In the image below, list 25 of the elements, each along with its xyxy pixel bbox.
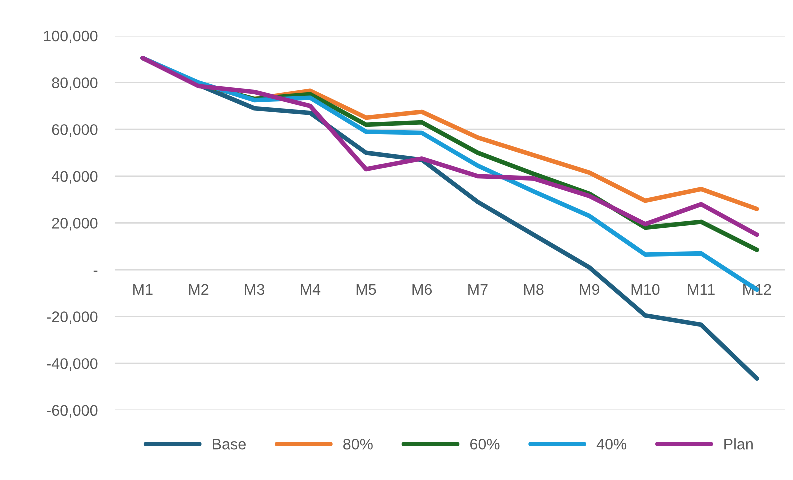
legend-label: 40% bbox=[596, 438, 627, 450]
x-tick-label: M6 bbox=[412, 284, 432, 296]
x-tick-label: M9 bbox=[580, 284, 600, 296]
y-tick-label: -20,000 bbox=[47, 312, 98, 324]
x-tick-label: M10 bbox=[632, 284, 660, 296]
x-tick-label: M7 bbox=[468, 284, 488, 295]
x-tick-label: M3 bbox=[245, 284, 265, 296]
x-tick-label: M1 bbox=[134, 284, 153, 295]
y-tick-label: -40,000 bbox=[47, 358, 98, 372]
x-tick-label: M8 bbox=[524, 284, 544, 296]
x-tick-label: M4 bbox=[301, 284, 321, 295]
x-tick-label: M11 bbox=[688, 284, 715, 295]
legend-label: Base bbox=[213, 439, 246, 450]
y-tick-label: -60,000 bbox=[47, 405, 98, 418]
y-tick-label: 80,000 bbox=[52, 78, 98, 90]
y-tick-label: 100,000 bbox=[44, 30, 98, 44]
x-tick-label: M5 bbox=[356, 284, 376, 296]
legend-label: 80% bbox=[344, 438, 373, 450]
legend-label: 60% bbox=[470, 438, 500, 450]
x-tick-label: M2 bbox=[189, 284, 209, 295]
y-tick-label: 60,000 bbox=[52, 124, 98, 138]
y-tick-label: - bbox=[94, 270, 98, 272]
y-tick-label: 20,000 bbox=[52, 218, 98, 231]
legend-label: Plan bbox=[724, 438, 753, 450]
y-tick-label: 40,000 bbox=[52, 171, 98, 184]
